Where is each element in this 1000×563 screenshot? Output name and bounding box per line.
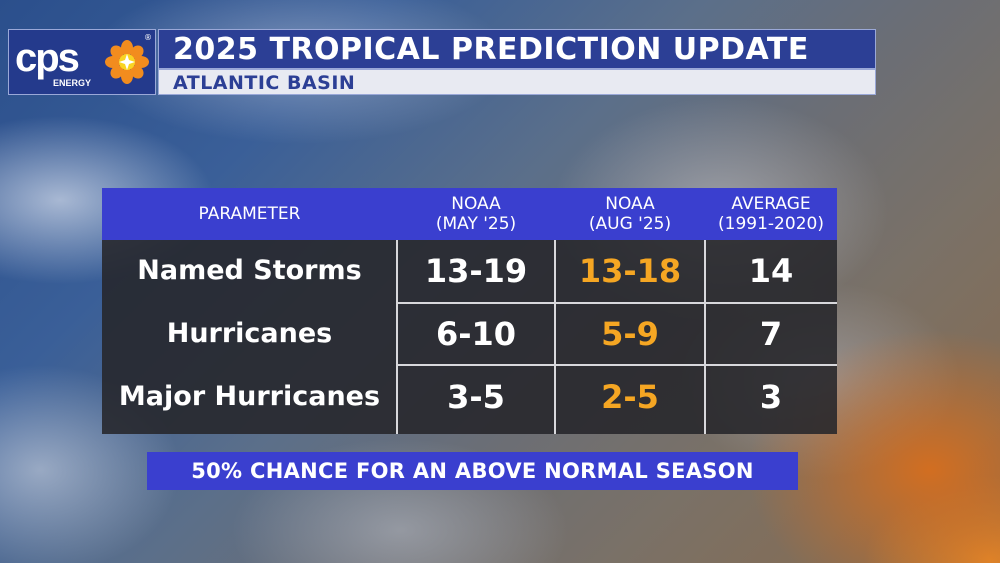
noaa-may-cell: 6-10 (435, 314, 517, 353)
average-cell: 3 (759, 377, 783, 416)
table-row: Major Hurricanes 3-5 2-5 3 (102, 366, 837, 427)
table-row: Named Storms 13-19 13-18 14 (102, 240, 837, 301)
column-header-line1: AVERAGE (731, 194, 811, 214)
row-divider (397, 364, 837, 366)
average-cell: 14 (748, 251, 794, 290)
column-header-noaa-aug: NOAA (AUG '25) (555, 188, 705, 240)
table-header: PARAMETER NOAA (MAY '25) NOAA (AUG '25) … (102, 188, 837, 240)
noaa-may-cell: 13-19 (424, 251, 528, 290)
parameter-cell: Named Storms (137, 255, 362, 286)
column-header-parameter: PARAMETER (102, 188, 397, 240)
column-header-average: AVERAGE (1991-2020) (705, 188, 837, 240)
column-divider (396, 240, 398, 434)
page-subtitle: ATLANTIC BASIN (173, 72, 356, 94)
logo-text: cps (15, 36, 80, 80)
logo-subtext: ENERGY (53, 78, 92, 88)
subtitle-bar: ATLANTIC BASIN (158, 69, 876, 95)
season-outlook-banner: 50% CHANCE FOR AN ABOVE NORMAL SEASON (147, 452, 798, 490)
average-cell: 7 (759, 314, 783, 353)
column-header-line2: (AUG '25) (588, 214, 672, 234)
prediction-table: PARAMETER NOAA (MAY '25) NOAA (AUG '25) … (102, 188, 837, 434)
column-header-line2: (1991-2020) (718, 214, 824, 234)
title-bar: 2025 TROPICAL PREDICTION UPDATE (158, 29, 876, 69)
column-header-line1: NOAA (605, 194, 655, 214)
sun-icon (105, 40, 149, 84)
column-header-noaa-may: NOAA (MAY '25) (397, 188, 555, 240)
page-title: 2025 TROPICAL PREDICTION UPDATE (173, 32, 809, 67)
column-header-line1: NOAA (451, 194, 501, 214)
cps-energy-logo: cps ENERGY ® (8, 29, 156, 95)
table-body: Named Storms 13-19 13-18 14 Hurricanes 6… (102, 240, 837, 434)
header: cps ENERGY ® 2025 TROPICAL PREDICTION UP… (8, 29, 876, 95)
parameter-cell: Major Hurricanes (118, 381, 381, 412)
column-divider (704, 240, 706, 434)
noaa-aug-cell: 5-9 (601, 314, 659, 353)
registered-mark: ® (144, 33, 152, 42)
column-header-line1: PARAMETER (198, 204, 301, 224)
column-header-line2: (MAY '25) (435, 214, 517, 234)
parameter-cell: Hurricanes (166, 318, 333, 349)
noaa-may-cell: 3-5 (447, 377, 505, 416)
noaa-aug-cell: 13-18 (578, 251, 682, 290)
row-divider (397, 302, 837, 304)
table-row: Hurricanes 6-10 5-9 7 (102, 303, 837, 364)
noaa-aug-cell: 2-5 (601, 377, 659, 416)
column-divider (554, 240, 556, 434)
